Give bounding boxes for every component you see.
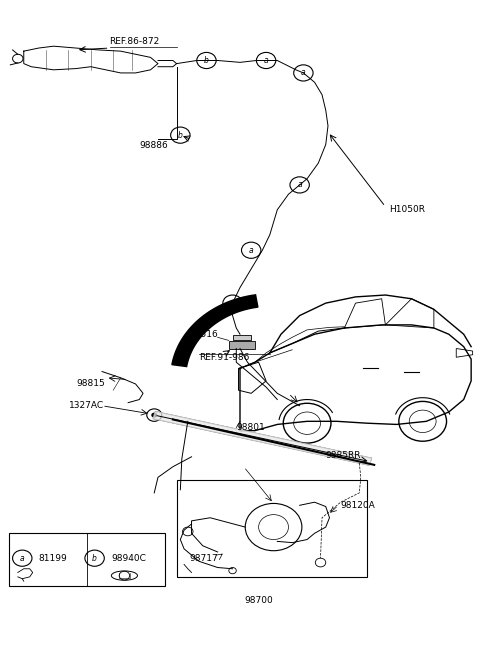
Text: 98940C: 98940C — [111, 554, 146, 563]
Text: 98815: 98815 — [76, 379, 105, 388]
Text: b: b — [204, 56, 209, 65]
Text: 98886: 98886 — [140, 141, 168, 150]
Text: 9885RR: 9885RR — [326, 451, 361, 460]
Text: 98120A: 98120A — [341, 501, 375, 510]
Text: b: b — [92, 554, 97, 563]
Text: 98717: 98717 — [189, 554, 217, 563]
Circle shape — [315, 558, 326, 567]
Text: REF.86-872: REF.86-872 — [109, 37, 160, 46]
Text: a: a — [20, 554, 24, 563]
Text: a: a — [249, 246, 253, 255]
Circle shape — [151, 413, 157, 418]
Text: 98516: 98516 — [189, 330, 217, 338]
Text: 1327AC: 1327AC — [69, 401, 104, 410]
Text: a: a — [297, 180, 302, 190]
Text: 98801: 98801 — [236, 423, 265, 432]
Polygon shape — [153, 411, 372, 465]
Text: 98700: 98700 — [244, 596, 273, 605]
Polygon shape — [172, 295, 258, 367]
Bar — [177, 480, 367, 577]
Text: a: a — [230, 298, 235, 308]
Text: 81199: 81199 — [39, 554, 67, 563]
Circle shape — [147, 409, 162, 421]
Text: H1050R: H1050R — [389, 205, 425, 215]
Bar — [229, 341, 255, 348]
Circle shape — [182, 527, 193, 536]
Text: a: a — [301, 68, 306, 77]
Text: b: b — [178, 131, 183, 140]
Text: a: a — [264, 56, 268, 65]
Bar — [9, 533, 166, 586]
Text: REF.91-986: REF.91-986 — [199, 353, 250, 362]
Bar — [232, 335, 251, 340]
Circle shape — [229, 567, 236, 574]
